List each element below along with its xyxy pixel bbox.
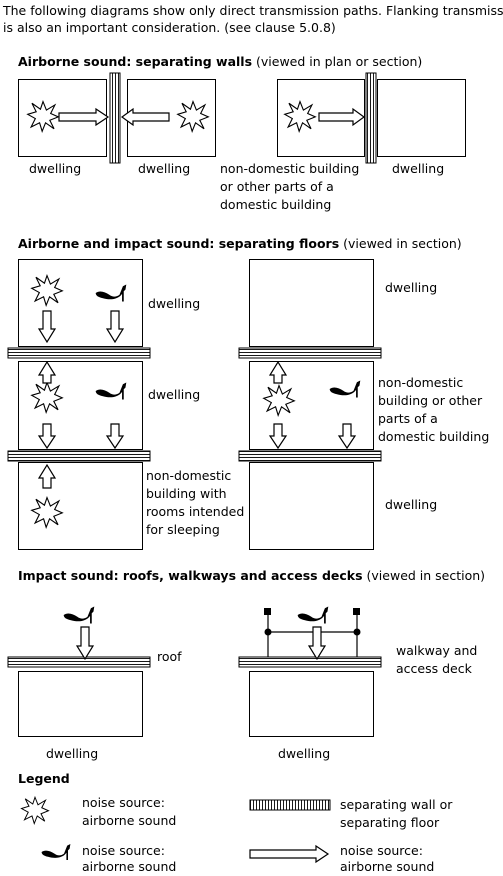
label-right-top: dwelling [385,280,438,295]
legend-arrow-icon [249,844,330,864]
label-right-mid-4: domestic building [378,429,490,444]
section-heading-roofs-bold: Impact sound: roofs, walkways and access… [18,568,363,583]
room-under-roof [18,671,143,737]
arrow-right-icon [318,107,366,127]
section-heading-roofs: Impact sound: roofs, walkways and access… [18,567,485,584]
label-left-top: dwelling [148,296,201,311]
walkway-deck [238,656,382,668]
label-right-bot: dwelling [385,497,438,512]
airborne-source-icon [262,384,296,417]
separating-floor-left-1 [7,347,151,359]
room-dwelling-c [377,79,466,157]
airborne-source-icon [30,274,64,307]
label-dwelling-a: dwelling [29,161,82,176]
arrow-up-icon [37,463,57,489]
label-left-bot-2: building with [146,486,227,501]
legend-wall-text-2: separating floor [340,815,440,830]
impact-source-shoe-icon [297,606,329,624]
label-dwelling-b: dwelling [138,161,191,176]
legend-shoe-text-1: noise source: [82,843,165,858]
section-heading-walls-rest: (viewed in plan or section) [256,54,423,69]
arrow-down-icon [75,626,95,661]
section-heading-walls: Airborne sound: separating walls (viewed… [18,53,422,70]
separating-wall-2 [365,72,377,164]
airborne-source-icon [30,496,64,529]
label-right-mid-3: parts of a [378,411,438,426]
intro-line-1: The following diagrams show only direct … [3,3,503,18]
legend-separating-element-icon [249,799,331,811]
separating-wall-1 [109,72,121,164]
label-walkway-1: walkway and [396,643,478,658]
airborne-source-icon [177,100,209,132]
section-heading-roofs-rest: (viewed in section) [366,568,486,583]
legend-arrow-text-2: airborne sound [340,859,435,874]
arrow-down-icon [105,423,125,450]
label-dwelling-under-walkway: dwelling [278,746,331,761]
airborne-source-icon [27,100,59,132]
impact-source-shoe-icon [329,380,361,398]
label-left-bot-3: rooms intended [146,504,245,519]
room-right-top [249,259,374,347]
airborne-source-icon [284,100,316,132]
legend-impact-source-shoe-icon [41,844,71,860]
label-dwelling-c: dwelling [392,161,445,176]
arrow-down-icon [268,423,288,450]
label-left-bot-1: non-domestic [146,468,232,483]
label-dwelling-under-roof: dwelling [46,746,99,761]
handrail [264,608,361,657]
section-heading-floors-bold: Airborne and impact sound: separating fl… [18,236,340,251]
label-roof: roof [157,649,182,664]
label-nondomestic-1: non-domestic building [220,161,360,176]
arrow-down-icon [307,626,327,661]
label-left-bot-4: for sleeping [146,522,220,537]
airborne-source-icon [30,381,64,414]
impact-source-shoe-icon [95,382,127,400]
arrow-down-icon [37,310,57,344]
arrow-down-icon [37,423,57,450]
arrow-down-icon [337,423,357,450]
legend-airborne-source-icon [20,796,50,825]
legend-wall-text-1: separating wall or [340,797,453,812]
arrow-left-icon [120,107,170,127]
intro-line-2: is also an important consideration. (see… [3,20,336,35]
label-nondomestic-2: or other parts of a [220,179,334,194]
arrow-up-icon [37,360,57,384]
arrow-down-icon [105,310,125,344]
room-left-top [18,259,143,347]
label-walkway-2: access deck [396,661,472,676]
room-under-walkway [249,671,374,737]
room-right-bot [249,462,374,550]
legend-title: Legend [18,771,70,786]
legend-shoe-text-2: airborne sound [82,859,177,874]
impact-source-shoe-icon [63,606,95,624]
impact-source-shoe-icon [95,284,127,302]
label-nondomestic-3: domestic building [220,197,332,212]
roof-slab [7,656,151,668]
separating-floor-right-2 [238,450,382,462]
section-heading-walls-bold: Airborne sound: separating walls [18,54,253,69]
label-right-mid-1: non-domestic [378,375,464,390]
separating-floor-left-2 [7,450,151,462]
legend-star-text-2: airborne sound [82,813,177,828]
label-left-mid: dwelling [148,387,201,402]
legend-arrow-text-1: noise source: [340,843,423,858]
separating-floor-right-1 [238,347,382,359]
label-right-mid-2: building or other [378,393,483,408]
section-heading-floors-rest: (viewed in section) [343,236,462,251]
section-heading-floors: Airborne and impact sound: separating fl… [18,235,462,252]
legend-star-text-1: noise source: [82,795,165,810]
arrow-up-icon [268,360,288,384]
arrow-right-icon [58,107,110,127]
